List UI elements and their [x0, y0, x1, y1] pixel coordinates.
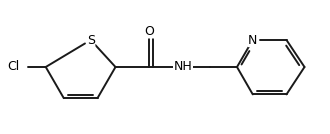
Text: NH: NH	[174, 60, 192, 74]
Text: Cl: Cl	[7, 60, 19, 74]
Text: O: O	[144, 25, 154, 38]
Text: S: S	[87, 34, 95, 46]
Text: N: N	[248, 34, 257, 46]
